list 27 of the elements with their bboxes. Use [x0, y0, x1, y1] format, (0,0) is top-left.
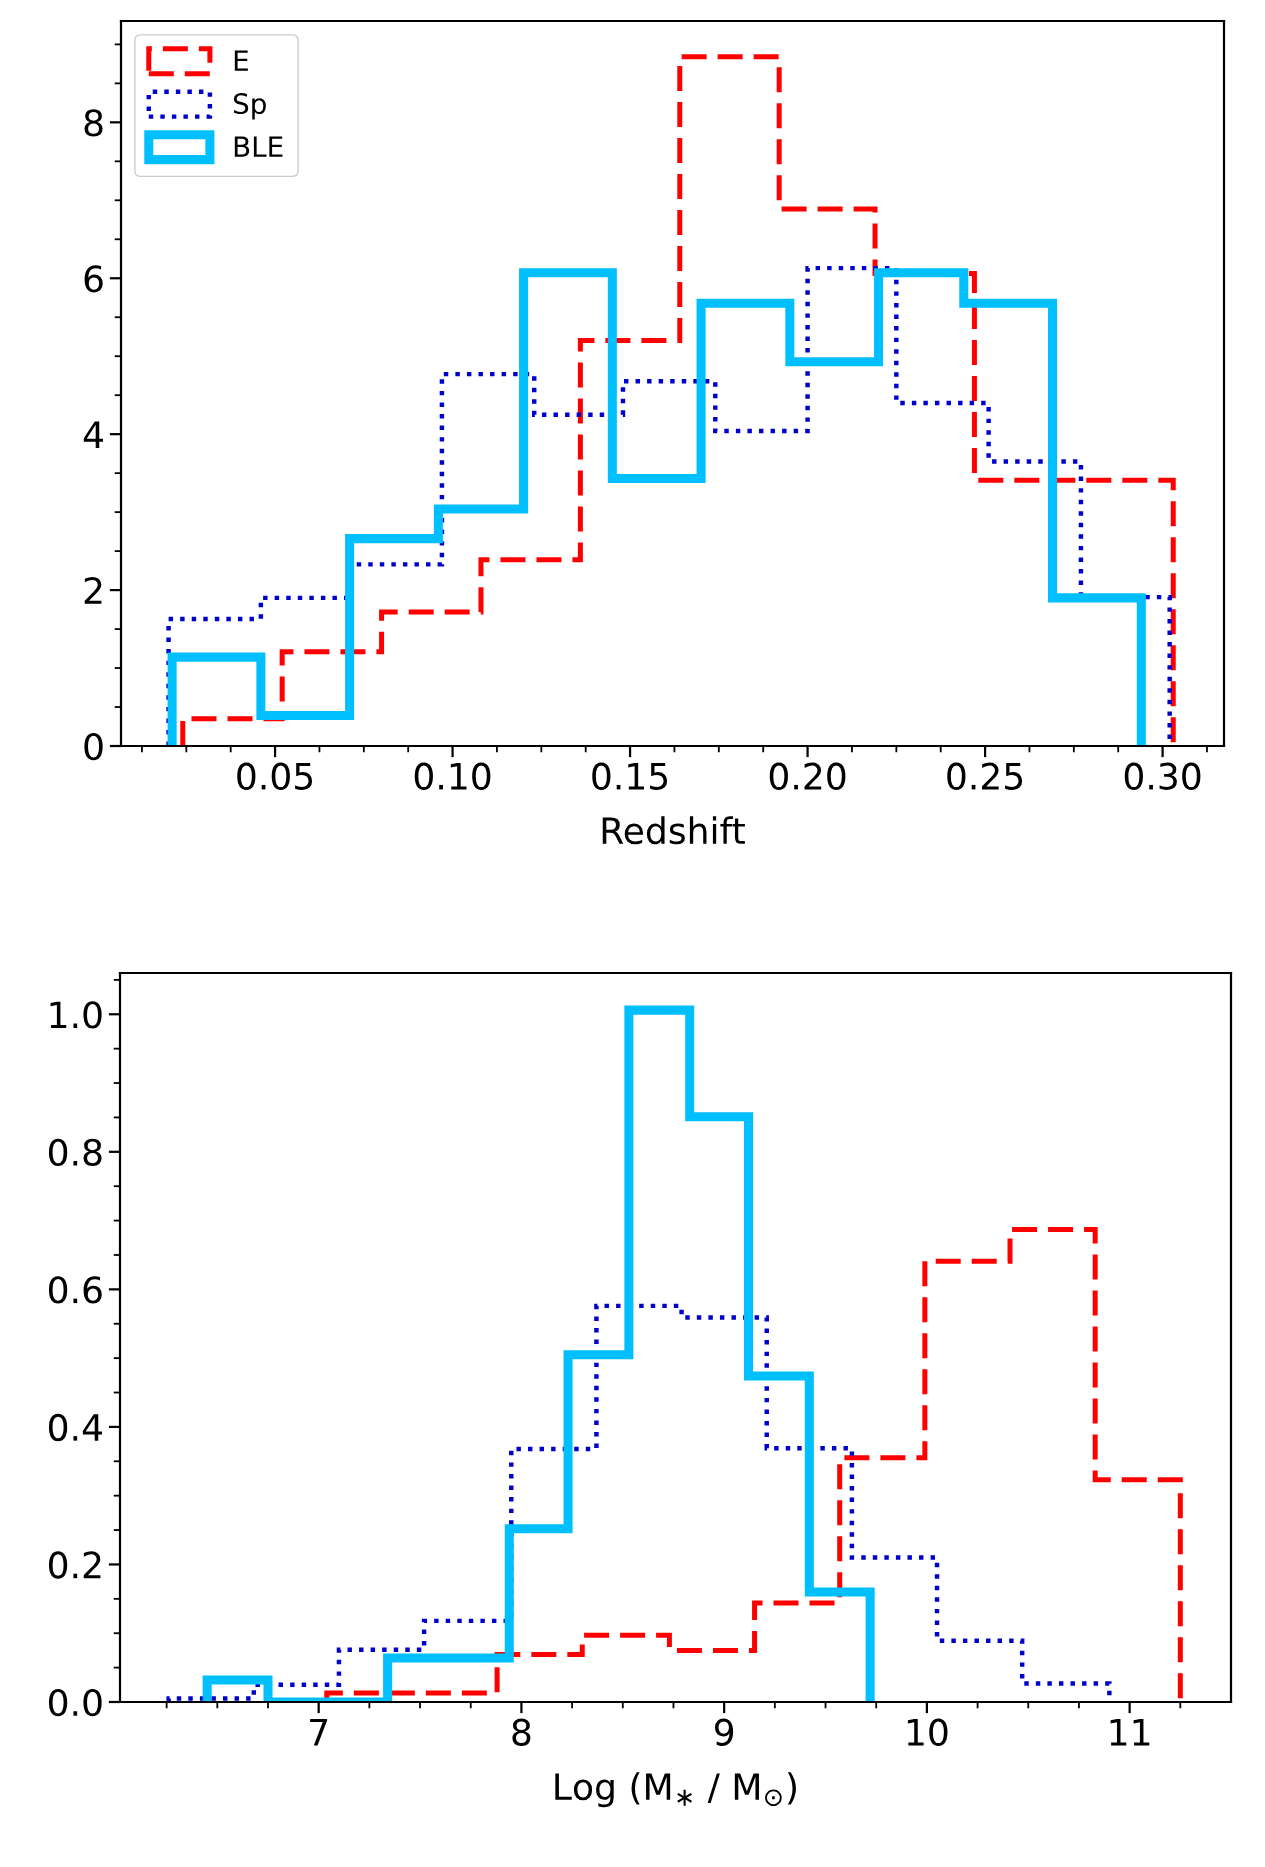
- x-tick-label: 0.25: [947, 762, 1023, 790]
- x-tick-label: 0.15: [592, 762, 668, 790]
- x-tick-label: 0.10: [414, 762, 491, 790]
- x-tick-label: 8: [512, 1718, 531, 1746]
- legend-label: Sp: [233, 93, 266, 120]
- x-tick-label: 10: [907, 1718, 948, 1746]
- x-tick-label: 7: [310, 1719, 328, 1746]
- y-tick-label: 0.6: [48, 1276, 102, 1304]
- x-tick-label: 11: [1110, 1719, 1150, 1746]
- y-tick-label: 0.8: [48, 1138, 102, 1167]
- y-tick-label: 2: [84, 577, 102, 604]
- y-tick-label: 8: [84, 109, 103, 137]
- legend-label: BLE: [234, 136, 283, 157]
- y-tick-label: 0.0: [48, 1688, 102, 1717]
- y-tick-label: 1.0: [50, 1001, 102, 1029]
- y-tick-label: 0.4: [48, 1413, 102, 1442]
- y-tick-label: 0: [84, 732, 103, 761]
- x-axis-title: Log (M$_{∗}$ / M$_{⊙}$): [555, 1772, 796, 1808]
- y-tick-label: 6: [84, 265, 103, 293]
- x-tick-label: 9: [714, 1718, 734, 1746]
- x-tick-label: 0.30: [1124, 762, 1201, 790]
- x-tick-label: 0.05: [237, 762, 313, 790]
- legend-label: E: [234, 50, 248, 71]
- x-axis-title: Redshift: [602, 816, 745, 845]
- y-tick-label: 0.2: [48, 1551, 101, 1579]
- x-tick-label: 0.20: [769, 762, 846, 790]
- y-tick-label: 4: [83, 421, 103, 448]
